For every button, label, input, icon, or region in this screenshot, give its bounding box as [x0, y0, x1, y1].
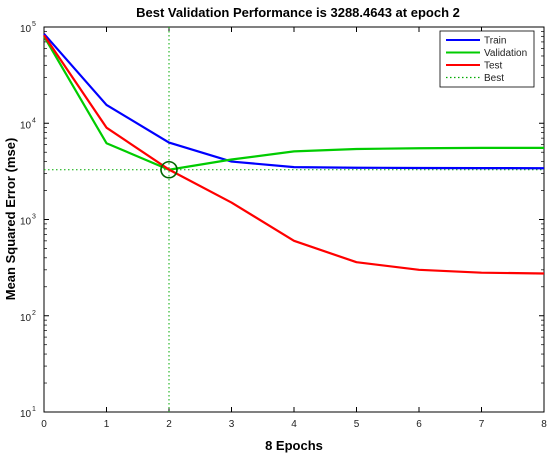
x-tick-label: 8 [541, 419, 547, 430]
y-tick-label: 10 [20, 24, 32, 35]
x-tick-label: 0 [41, 419, 47, 430]
x-tick-label: 7 [479, 419, 485, 430]
y-tick-exponent: 3 [32, 214, 36, 221]
x-tick-label: 2 [166, 419, 172, 430]
series-line-validation [43, 35, 544, 171]
series-lines [43, 33, 545, 275]
y-tick-label: 10 [20, 120, 32, 131]
legend-label-test: Test [484, 61, 503, 72]
x-axis-label: 8 Epochs [265, 438, 323, 453]
x-tick-label: 4 [291, 419, 297, 430]
chart-title: Best Validation Performance is 3288.4643… [136, 5, 460, 20]
series-line-train [43, 33, 545, 170]
series-line-test [43, 34, 545, 275]
legend-label-validation: Validation [484, 48, 527, 59]
x-tick-label: 6 [416, 419, 422, 430]
y-tick-exponent: 4 [32, 117, 36, 124]
y-axis-label: Mean Squared Error (mse) [3, 138, 18, 301]
y-tick-exponent: 5 [32, 21, 36, 28]
y-tick-label: 10 [20, 217, 32, 228]
legend-label-best: Best [484, 73, 504, 84]
x-tick-label: 5 [354, 419, 360, 430]
plot-area [43, 26, 545, 413]
x-tick-label: 3 [229, 419, 235, 430]
y-tick-label: 10 [20, 313, 32, 324]
legend-label-train: Train [484, 36, 506, 47]
y-tick-label: 10 [20, 409, 32, 420]
y-tick-exponent: 1 [32, 406, 36, 413]
best-point-marker [160, 160, 178, 179]
best-markers [44, 27, 544, 412]
y-tick-exponent: 2 [32, 310, 36, 317]
x-tick-label: 1 [104, 419, 110, 430]
